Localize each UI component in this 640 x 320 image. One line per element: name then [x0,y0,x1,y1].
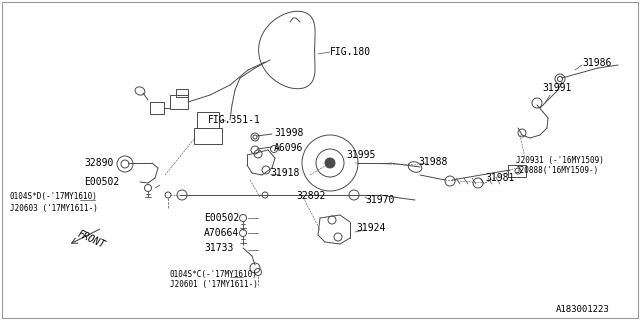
Text: 32892: 32892 [296,191,325,201]
Text: J20603 ('17MY1611-): J20603 ('17MY1611-) [10,204,98,212]
Text: FIG.351-1: FIG.351-1 [208,115,261,125]
Circle shape [325,158,335,168]
Bar [170,95,188,109]
Text: A6096: A6096 [274,143,303,153]
Text: 31988: 31988 [418,157,447,167]
Text: 32890: 32890 [84,158,113,168]
Text: J20931 (-'16MY1509): J20931 (-'16MY1509) [516,156,604,164]
Text: 31733: 31733 [204,243,234,253]
Text: E00502: E00502 [84,177,119,187]
Text: A183001223: A183001223 [556,306,610,315]
Text: J20888('16MY1509-): J20888('16MY1509-) [516,166,599,175]
Text: A70664: A70664 [204,228,239,238]
Bar [197,112,219,128]
Text: J20601 ('17MY1611-): J20601 ('17MY1611-) [170,281,258,290]
Text: 31918: 31918 [270,168,300,178]
Text: 31995: 31995 [346,150,376,160]
Text: 31991: 31991 [542,83,572,93]
Text: 31986: 31986 [582,58,611,68]
Text: 0104S*D(-'17MY1610): 0104S*D(-'17MY1610) [10,193,98,202]
Text: 31924: 31924 [356,223,385,233]
Bar [176,89,188,97]
Text: E00502: E00502 [204,213,239,223]
Text: 31970: 31970 [365,195,394,205]
Text: 0104S*C(-'17MY1610): 0104S*C(-'17MY1610) [170,269,258,278]
Bar [194,128,222,144]
Text: FRONT: FRONT [76,228,107,250]
Text: 31981: 31981 [485,173,515,183]
Text: FIG.180: FIG.180 [330,47,371,57]
Bar [150,102,164,114]
Text: 31998: 31998 [274,128,303,138]
Bar [508,165,526,177]
